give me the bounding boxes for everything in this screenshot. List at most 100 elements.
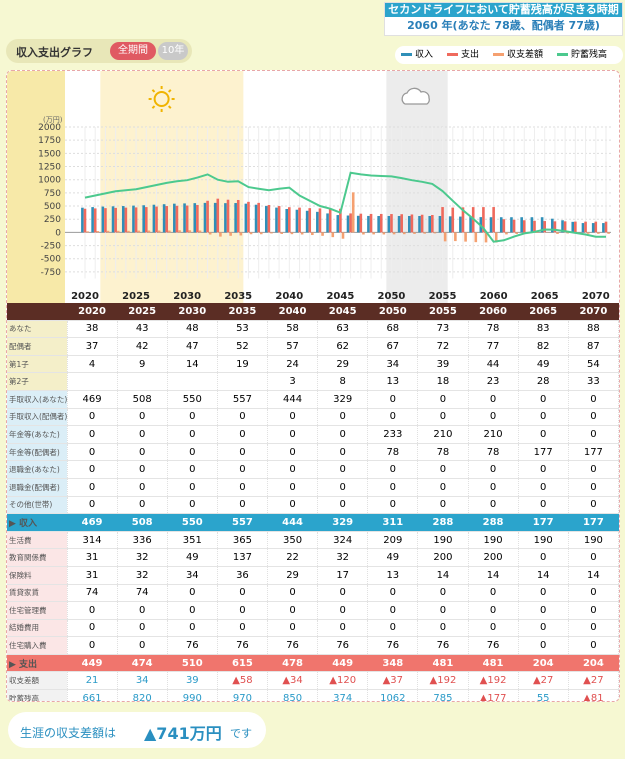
- diff-bar: [515, 232, 518, 234]
- expense-bar: [451, 207, 455, 233]
- diff-bar: [229, 232, 232, 236]
- income-bar: [530, 217, 534, 233]
- graph-header: 収入支出グラフ 全期間 10年: [6, 39, 192, 63]
- table-cell: 87: [568, 337, 619, 356]
- table-cell: 0: [367, 460, 419, 479]
- table-cell: 33: [568, 372, 619, 391]
- table-cell: 0: [468, 408, 519, 427]
- table-cell: [167, 372, 218, 391]
- table-cell: 0: [317, 425, 369, 444]
- income-bar: [387, 216, 391, 233]
- table-cell: 661: [67, 689, 118, 701]
- table-cell: 0: [417, 390, 469, 409]
- diff-bar: [219, 232, 222, 237]
- diff-bar: [535, 232, 539, 233]
- table-cell: ▲37: [367, 671, 419, 691]
- income-bar: [591, 223, 595, 233]
- chart-panel: (万円) 2000 1750 1500 1250 1000 750 500 250 0 -250 -5…: [6, 70, 620, 702]
- table-cell: 0: [267, 408, 319, 427]
- expense-bar: [584, 221, 587, 233]
- row-label: 第1子: [7, 355, 68, 374]
- row-label: あなた: [7, 320, 68, 339]
- table-cell: 28: [518, 372, 569, 391]
- table-cell: 55: [518, 689, 569, 701]
- income-bar: [101, 206, 105, 233]
- table-cell: 0: [417, 408, 469, 427]
- income-bar: [499, 217, 503, 233]
- table-cell: 190: [468, 531, 519, 550]
- diff-bar: [96, 231, 100, 233]
- table-cell: 0: [568, 425, 619, 444]
- diff-bar: [484, 232, 488, 243]
- diff-bar: [157, 230, 161, 233]
- table-cell: 78: [468, 443, 519, 462]
- table-cell: 190: [417, 531, 469, 550]
- expense-bar: [318, 208, 322, 233]
- income-bar: [285, 208, 289, 233]
- expense-bar: [216, 198, 220, 233]
- expense-bar: [379, 213, 383, 233]
- table-cell: ▲192: [417, 671, 469, 691]
- table-cell: 210: [417, 425, 469, 444]
- period-10y-button[interactable]: 10年: [158, 42, 188, 60]
- income-bar: [377, 216, 380, 233]
- diff-bar: [566, 232, 570, 234]
- expense-bar: [420, 214, 424, 233]
- table-cell: 4: [67, 355, 118, 374]
- table-cell: 0: [367, 408, 419, 427]
- diff-bar: [474, 232, 478, 243]
- table-cell: ▲27: [518, 671, 569, 691]
- table-cell: 0: [568, 390, 619, 409]
- sun-ray: [151, 89, 156, 93]
- table-cell: 0: [267, 443, 319, 462]
- table-cell: 0: [167, 408, 218, 427]
- y-tick-label: 0: [55, 228, 61, 238]
- table-cell: 0: [217, 478, 269, 497]
- table-row: ▶ 支出 449 474 510 615 478 449 348 481 481 204 204: [7, 654, 619, 673]
- table-cell: 74: [67, 584, 118, 603]
- table-row: 第2子 3 8 13 18 23 28 33: [7, 372, 619, 391]
- table-cell: 0: [468, 496, 519, 515]
- expense-bar: [369, 213, 373, 233]
- table-cell: 177: [568, 443, 619, 462]
- table-cell: 444: [267, 390, 319, 409]
- table-cell: 820: [117, 689, 168, 701]
- sun-core: [153, 91, 170, 107]
- table-cell: 0: [67, 425, 118, 444]
- expense-bar: [604, 221, 608, 233]
- row-label: ▶ 収入: [7, 513, 67, 532]
- expense-bar: [482, 207, 485, 233]
- diff-bar: [556, 232, 559, 234]
- diff-bar: [454, 232, 457, 242]
- table-cell: 0: [117, 425, 168, 444]
- income-bar: [561, 220, 564, 233]
- diff-bar: [147, 230, 151, 233]
- year-header-cell: 2040: [267, 303, 318, 321]
- table-cell: 58: [267, 320, 319, 339]
- diff-bar: [137, 230, 140, 233]
- summary-value: ▲741万円: [144, 724, 222, 743]
- table-cell: ▲34: [267, 671, 319, 691]
- table-cell: 32: [117, 548, 168, 567]
- table-cell: 0: [317, 601, 369, 620]
- table-cell: 49: [367, 548, 419, 567]
- period-all-button[interactable]: 全期間: [110, 42, 156, 60]
- table-cell: 0: [117, 601, 168, 620]
- table-cell: 0: [317, 619, 369, 638]
- table-cell: 49: [167, 548, 218, 567]
- income-bar: [448, 216, 452, 233]
- table-cell: ▲81: [568, 689, 619, 701]
- table-cell: 76: [468, 636, 519, 655]
- table-cell: 210: [468, 425, 519, 444]
- table-cell: 0: [317, 460, 369, 479]
- table-cell: [67, 372, 118, 391]
- income-bar: [295, 209, 299, 233]
- income-bar: [213, 202, 217, 233]
- table-cell: 0: [417, 460, 469, 479]
- table-cell: 0: [417, 584, 469, 603]
- table-cell: 478: [267, 654, 318, 673]
- table-cell: 0: [417, 496, 469, 515]
- expense-bar: [298, 207, 301, 233]
- table-cell: 990: [167, 689, 218, 701]
- expense-bar: [308, 208, 312, 233]
